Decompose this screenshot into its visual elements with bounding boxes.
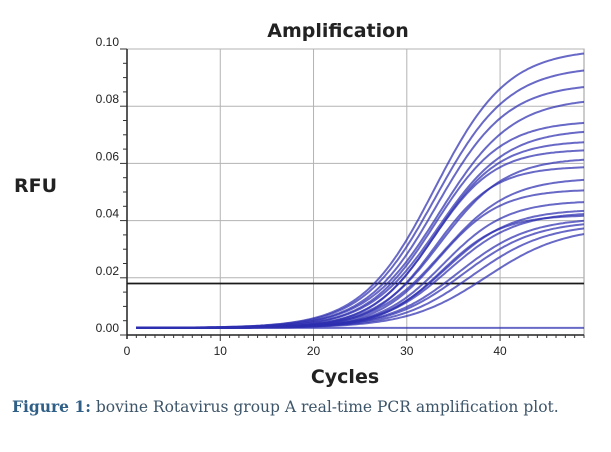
figure-caption: Figure 1: bovine Rotavirus group A real-… (12, 395, 582, 419)
y-axis-ticks: 0.00 0.02 0.04 0.06 0.08 0.10 (96, 35, 127, 336)
x-tick-label: 20 (307, 344, 321, 358)
x-tick-label: 40 (493, 344, 507, 358)
amplification-curve (136, 213, 585, 329)
amplification-curves (136, 52, 585, 329)
chart-title: Amplification (267, 20, 408, 42)
y-tick-label: 0.02 (96, 264, 120, 278)
amplification-curve (136, 149, 585, 329)
y-tick-label: 0.04 (96, 207, 120, 221)
plot-area: 0 10 20 30 40 0.00 0.02 0.04 0.06 0.08 0.10 (96, 35, 585, 358)
x-axis-ticks: 0 10 20 30 40 (124, 335, 585, 358)
y-axis-label: RFU (14, 175, 57, 197)
x-tick-label: 10 (214, 344, 228, 358)
amplification-curve (136, 100, 585, 329)
amplification-chart: Amplification RFU Cycles 0 10 20 30 40 0.000… (14, 20, 585, 388)
y-tick-label: 0.10 (96, 35, 120, 49)
x-tick-label: 0 (124, 344, 131, 358)
y-tick-label: 0.08 (96, 92, 120, 106)
y-tick-label: 0.06 (96, 149, 120, 163)
caption-label: Figure 1: (12, 397, 91, 416)
axes (126, 49, 584, 339)
x-tick-label: 30 (400, 344, 414, 358)
amplification-curve (136, 209, 585, 329)
x-axis-label: Cycles (311, 366, 379, 388)
amplification-curve (136, 52, 585, 329)
y-tick-label: 0.00 (96, 321, 120, 335)
caption-text: bovine Rotavirus group A real-time PCR a… (90, 398, 559, 416)
